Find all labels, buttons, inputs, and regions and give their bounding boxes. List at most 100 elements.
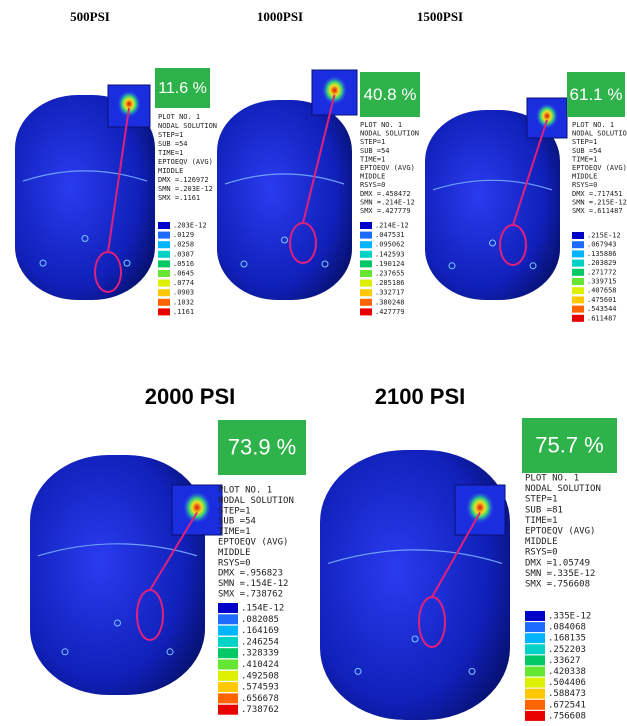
info-line: SMN =.214E-12 <box>360 198 415 206</box>
legend-swatch <box>572 250 584 257</box>
panel-title: 2100 PSI <box>375 384 466 409</box>
legend-label: .203829 <box>587 259 617 267</box>
legend-swatch <box>525 678 545 688</box>
info-line: EPTOEQV (AVG) <box>218 538 288 548</box>
legend-swatch <box>525 655 545 665</box>
info-line: EPTOEQV (AVG) <box>572 164 627 172</box>
legend-swatch <box>218 648 238 658</box>
legend-swatch <box>360 260 372 267</box>
legend-swatch <box>158 299 170 306</box>
legend-label: .047531 <box>375 231 405 239</box>
info-line: TIME=1 <box>572 155 597 163</box>
legend-label: .33627 <box>548 656 581 666</box>
legend-label: .339715 <box>587 278 617 286</box>
info-line: STEP=1 <box>572 138 597 146</box>
info-line: EPTOEQV (AVG) <box>360 164 415 172</box>
legend-swatch <box>218 637 238 647</box>
legend-swatch <box>218 682 238 692</box>
panel-title: 500PSI <box>70 9 110 24</box>
legend-label: .285186 <box>375 279 405 287</box>
legend-swatch <box>158 232 170 239</box>
legend-swatch <box>525 644 545 654</box>
legend-swatch <box>158 270 170 277</box>
legend-label: .574593 <box>241 683 279 693</box>
info-line: SUB =54 <box>360 147 390 155</box>
info-line: RSYS=0 <box>218 558 251 568</box>
info-line: SMX =.611487 <box>572 207 623 215</box>
legend-label: .475601 <box>587 296 617 304</box>
legend-swatch <box>525 711 545 721</box>
info-line: DMX =.956823 <box>218 569 283 579</box>
legend-swatch <box>360 280 372 287</box>
legend-label: .332717 <box>375 289 405 297</box>
legend-label: .407658 <box>587 287 617 295</box>
info-line: TIME=1 <box>218 527 251 537</box>
legend-label: .0645 <box>173 270 194 278</box>
info-line: PLOT NO. 1 <box>360 121 402 129</box>
legend-swatch <box>572 260 584 267</box>
info-line: SUB =81 <box>525 505 563 515</box>
legend-swatch <box>360 299 372 306</box>
legend-label: .0516 <box>173 260 194 268</box>
info-line: EPTOEQV (AVG) <box>158 158 213 166</box>
legend-label: .214E-12 <box>375 222 409 230</box>
percent-label: 61.1 % <box>570 85 623 104</box>
info-line: SMN =.154E-12 <box>218 579 288 589</box>
info-line: DMX =.458472 <box>360 190 411 198</box>
info-line: MIDDLE <box>525 537 558 547</box>
info-line: MIDDLE <box>158 167 183 175</box>
legend-swatch <box>360 222 372 229</box>
panel-title: 1000PSI <box>257 9 303 24</box>
info-line: SMN =.215E-12 <box>572 198 627 206</box>
info-line: DMX =.717451 <box>572 190 623 198</box>
legend-label: .246254 <box>241 637 279 647</box>
info-line: STEP=1 <box>525 495 558 505</box>
info-line: NODAL SOLUTION <box>218 496 294 506</box>
zoom-hotspot <box>183 492 211 524</box>
panel-title: 1500PSI <box>417 9 463 24</box>
legend-label: .380248 <box>375 298 405 306</box>
legend-label: .543544 <box>587 305 617 313</box>
legend-label: .335E-12 <box>548 612 591 622</box>
legend-label: .1161 <box>173 308 194 316</box>
legend-swatch <box>218 705 238 715</box>
info-line: RSYS=0 <box>572 181 597 189</box>
legend-swatch <box>572 296 584 303</box>
legend-label: .0774 <box>173 279 194 287</box>
legend-label: .168135 <box>548 634 586 644</box>
info-line: NODAL SOLUTION <box>572 130 627 138</box>
legend-label: .672541 <box>548 700 586 710</box>
legend-label: .164169 <box>241 626 279 636</box>
legend-label: .0258 <box>173 241 194 249</box>
zoom-hotspot <box>466 492 494 524</box>
info-line: RSYS=0 <box>360 181 385 189</box>
legend-swatch <box>525 667 545 677</box>
info-line: SMN =.203E-12 <box>158 185 213 193</box>
legend-swatch <box>572 232 584 239</box>
legend-swatch <box>158 289 170 296</box>
info-line: RSYS=0 <box>525 548 558 558</box>
info-line: SMX =.1161 <box>158 194 200 202</box>
legend-label: .427779 <box>375 308 405 316</box>
info-line: SMX =.427779 <box>360 207 411 215</box>
legend-label: .271772 <box>587 268 617 276</box>
legend-swatch <box>572 315 584 322</box>
legend-swatch <box>218 660 238 670</box>
legend-label: .492508 <box>241 671 279 681</box>
info-line: PLOT NO. 1 <box>218 486 272 496</box>
legend-swatch <box>218 626 238 636</box>
info-line: SMX =.738762 <box>218 590 283 600</box>
legend-label: .203E-12 <box>173 222 207 230</box>
legend-label: .082085 <box>241 615 279 625</box>
panel: 2000 PSI73.9 %PLOT NO. 1NODAL SOLUTIONST… <box>30 384 306 715</box>
info-line: NODAL SOLUTION <box>525 484 601 494</box>
legend-swatch <box>218 693 238 703</box>
vessel-body <box>217 100 352 300</box>
panel-title: 2000 PSI <box>145 384 236 409</box>
legend-swatch <box>360 308 372 315</box>
legend-label: .504406 <box>548 678 586 688</box>
legend-swatch <box>158 241 170 248</box>
legend-swatch <box>158 251 170 258</box>
info-line: PLOT NO. 1 <box>525 474 579 484</box>
